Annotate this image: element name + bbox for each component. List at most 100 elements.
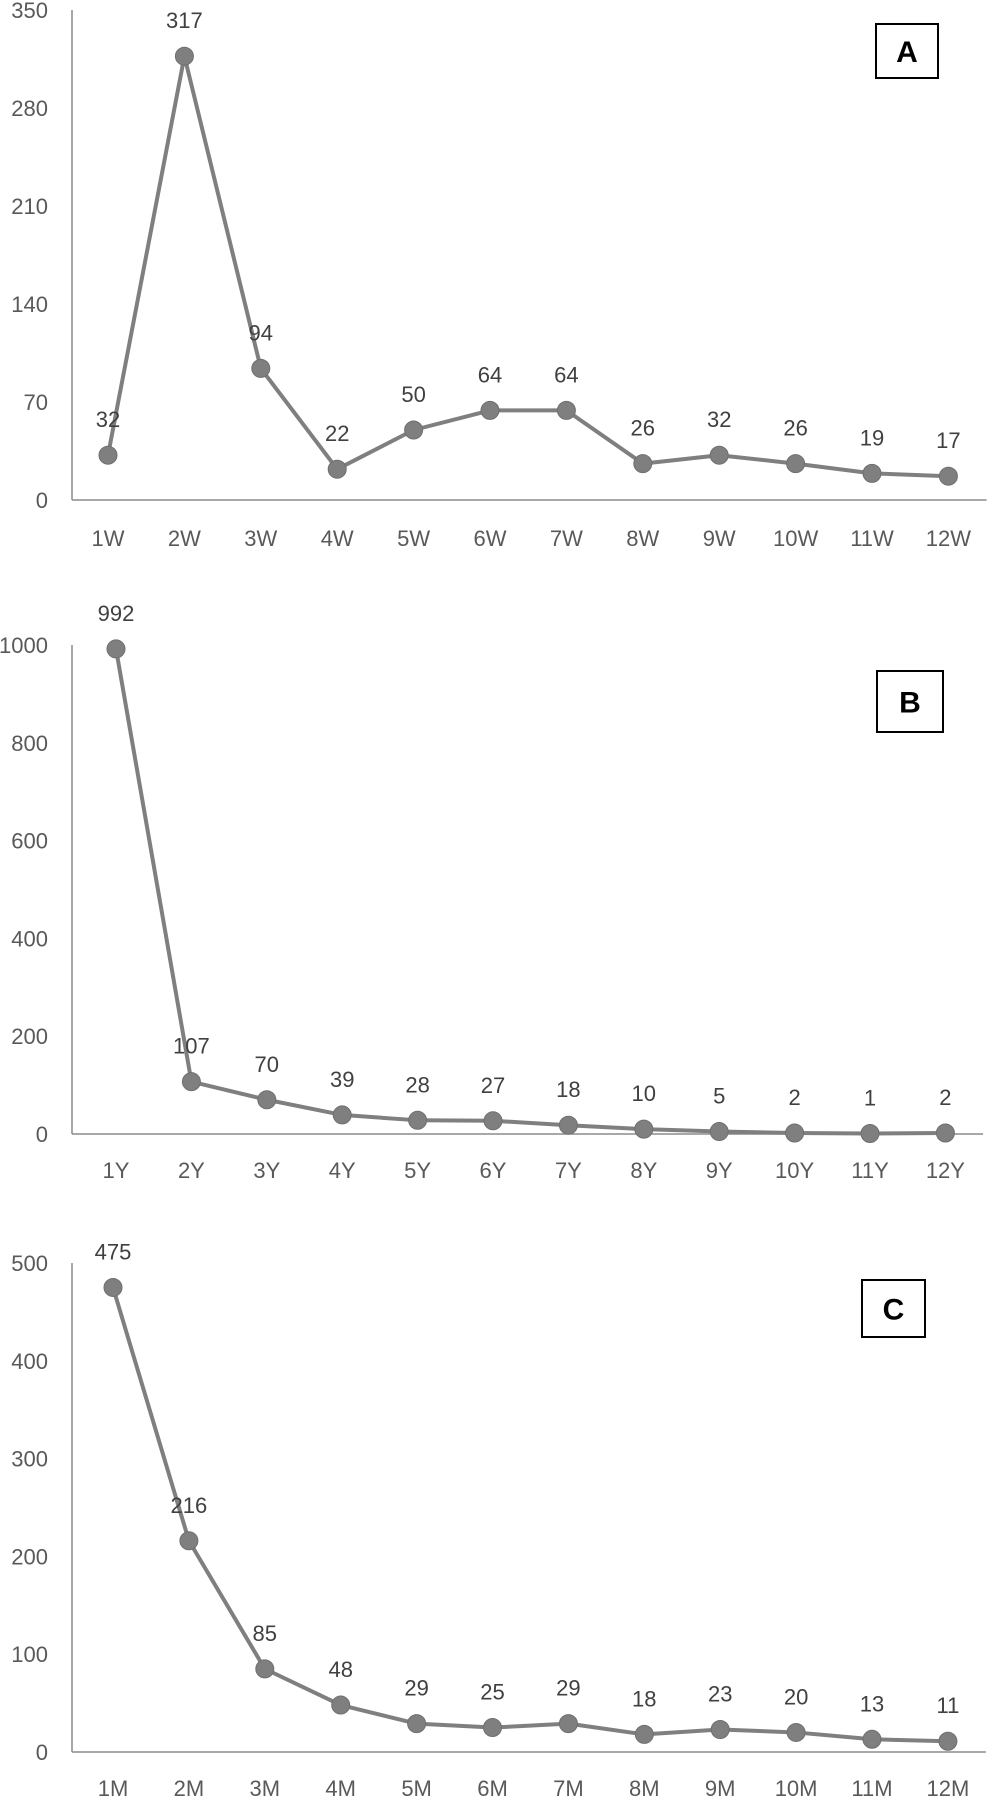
y-tick-label: 300 [11, 1447, 48, 1472]
x-tick-label: 1Y [103, 1158, 130, 1183]
data-point [181, 1072, 201, 1092]
data-label: 5 [713, 1084, 725, 1109]
data-label: 10 [632, 1081, 656, 1106]
panel-label: A [896, 36, 918, 69]
panel-label-box [875, 23, 939, 79]
data-point [483, 1718, 502, 1738]
data-point [174, 46, 194, 66]
x-tick-label: 12M [927, 1776, 970, 1798]
x-tick-label: 9M [705, 1776, 736, 1798]
y-tick-label: 400 [11, 1349, 48, 1374]
data-label: 13 [860, 1691, 884, 1716]
y-tick-label: 500 [11, 1251, 48, 1276]
chart-panel-c: 0 100 200 300 400 500 1M 2M 3M 4M 5M 6M 7M 8M 9M 10M 11M… [11, 1239, 986, 1798]
data-point [938, 1731, 958, 1751]
y-tick-label: 280 [11, 96, 48, 121]
y-tick-label: 1000 [0, 633, 48, 658]
data-label: 32 [96, 407, 120, 432]
y-tick-label: 200 [11, 1544, 48, 1569]
data-point [633, 454, 653, 474]
data-point [709, 445, 729, 465]
data-point [558, 1115, 578, 1135]
data-point [860, 1124, 880, 1144]
data-point [327, 459, 347, 479]
x-tick-label: 5Y [404, 1158, 431, 1183]
data-point [106, 639, 126, 659]
x-tick-label: 11W [850, 526, 894, 551]
x-tick-label: 4M [325, 1776, 356, 1798]
data-point [255, 1659, 275, 1679]
data-label: 25 [480, 1680, 504, 1705]
data-label: 39 [330, 1067, 354, 1092]
data-label: 17 [936, 428, 960, 453]
chart-panel-a: 0 70 140 210 280 350 1W 2W 3W 4W 5W 6W 7W 8W 9W 10W 11W 1… [11, 0, 987, 551]
data-label: 64 [478, 362, 502, 387]
x-tick-label: 10M [775, 1776, 818, 1798]
y-tick-label: 0 [36, 1740, 48, 1765]
x-tick-label: 7Y [555, 1158, 582, 1183]
data-point [634, 1119, 654, 1139]
x-tick-label: 4W [321, 526, 354, 551]
data-label: 11 [936, 1693, 959, 1718]
x-tick-label: 1M [98, 1776, 129, 1798]
x-tick-label: 7M [553, 1776, 584, 1798]
data-point [558, 1714, 578, 1734]
x-tick-label: 2W [168, 526, 201, 551]
series-line [114, 648, 946, 1136]
data-point [257, 1090, 277, 1110]
x-tick-label: 9Y [706, 1158, 733, 1183]
data-label: 18 [632, 1686, 656, 1711]
data-point [862, 463, 882, 483]
data-point [556, 400, 576, 420]
data-label: 107 [173, 1034, 210, 1059]
data-label: 85 [253, 1621, 277, 1646]
x-tick-label: 5M [401, 1776, 432, 1798]
data-label: 1 [864, 1086, 876, 1111]
data-label: 20 [784, 1684, 808, 1709]
data-point [935, 1123, 955, 1143]
x-tick-label: 9W [703, 526, 736, 551]
y-tick-label: 200 [11, 1024, 48, 1049]
data-label: 26 [783, 416, 807, 441]
data-point [710, 1720, 730, 1740]
x-tick-label: 2Y [178, 1158, 205, 1183]
data-label: 23 [708, 1682, 732, 1707]
x-tick-label: 8M [629, 1776, 660, 1798]
data-point [786, 1722, 806, 1742]
x-tick-label: 7W [550, 526, 583, 551]
data-point [634, 1724, 654, 1744]
data-label: 2 [788, 1085, 800, 1110]
data-point [408, 1110, 428, 1130]
x-tick-label: 6Y [480, 1158, 507, 1183]
data-point [483, 1111, 503, 1131]
y-tick-label: 0 [36, 488, 48, 513]
x-tick-label: 4Y [329, 1158, 356, 1183]
y-tick-label: 210 [11, 194, 48, 219]
data-point [938, 466, 958, 486]
x-tick-label: 3Y [253, 1158, 280, 1183]
series-line [106, 54, 949, 479]
data-label: 216 [171, 1493, 208, 1518]
data-point [332, 1105, 352, 1125]
x-tick-label: 12Y [926, 1158, 965, 1183]
data-point [786, 454, 806, 474]
data-point [709, 1122, 729, 1142]
series-line [111, 1286, 948, 1744]
data-label: 22 [325, 421, 349, 446]
data-point [404, 420, 424, 440]
x-tick-label: 3M [250, 1776, 281, 1798]
data-point [785, 1123, 805, 1143]
x-tick-label: 6W [474, 526, 507, 551]
data-label: 27 [481, 1073, 505, 1098]
x-tick-label: 6M [477, 1776, 508, 1798]
y-tick-label: 600 [11, 829, 48, 854]
y-tick-label: 0 [36, 1122, 48, 1147]
x-tick-label: 11M [851, 1776, 892, 1798]
x-tick-label: 12W [926, 526, 971, 551]
data-label: 18 [556, 1077, 580, 1102]
data-point [407, 1714, 427, 1734]
y-tick-label: 400 [11, 926, 48, 951]
y-tick-label: 350 [11, 0, 48, 23]
x-tick-label: 8W [626, 526, 659, 551]
